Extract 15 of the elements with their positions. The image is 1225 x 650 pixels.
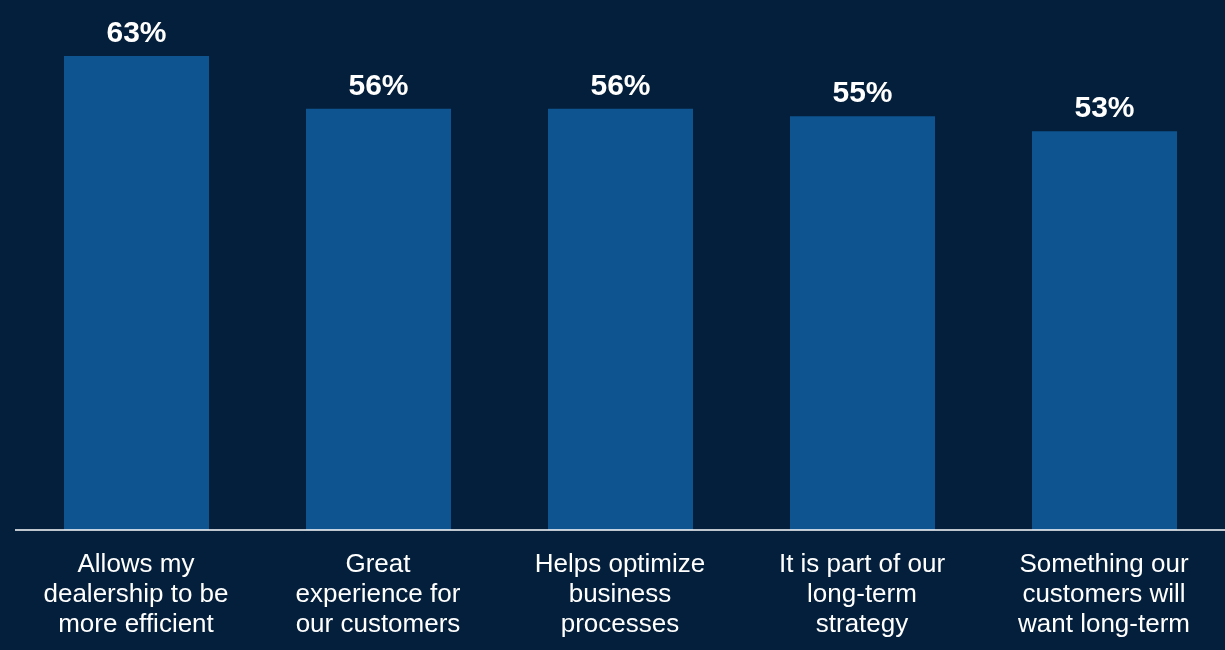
bar xyxy=(306,108,451,530)
x-tick-label: It is part of our long-term strategy xyxy=(778,548,946,638)
data-label: 63% xyxy=(106,15,167,48)
x-tick-label: Great experience for our customers xyxy=(295,548,461,638)
x-tick-label: Helps optimize business processes xyxy=(534,548,706,638)
x-tick-label: Allows my dealership to be more efficient xyxy=(43,548,229,638)
data-label: 56% xyxy=(590,67,651,101)
bar xyxy=(790,116,935,530)
data-label: 53% xyxy=(1074,90,1135,124)
bar xyxy=(64,56,209,530)
data-label: 56% xyxy=(348,67,409,101)
bar xyxy=(548,108,693,530)
x-tick-label: Something our customers will want long-term xyxy=(1017,548,1190,638)
bar xyxy=(1032,131,1177,530)
data-label: 55% xyxy=(832,75,893,109)
